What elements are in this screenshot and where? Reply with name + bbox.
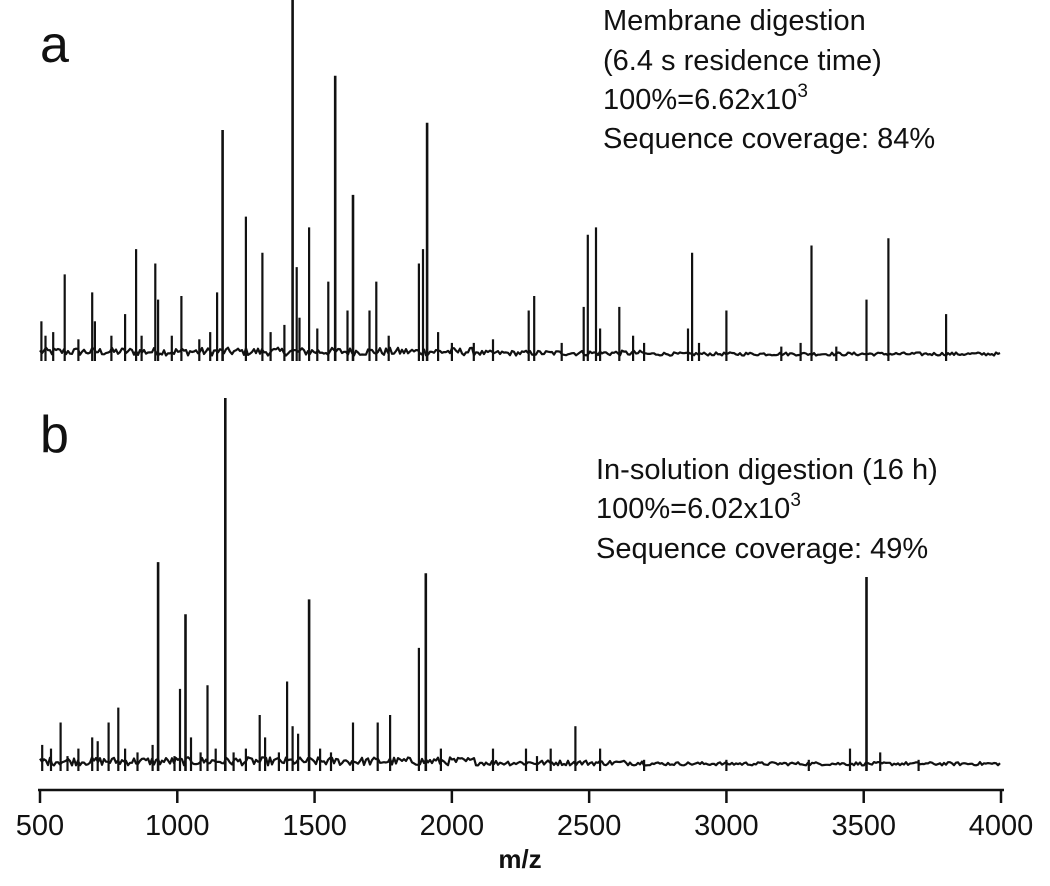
panel-a: a Membrane digestion (6.4 s residence ti…: [39, 0, 1001, 361]
x-axis-tick-label: 3000: [694, 810, 759, 842]
x-axis-tick-label: 2500: [557, 810, 622, 842]
x-axis-tick-label: 1000: [145, 810, 210, 842]
x-axis: 500 1000 1500 2000 2500 3000 3500 4000 m/z: [16, 788, 1033, 874]
panel-a-intensity-base: 100%=6.62x10: [603, 84, 797, 116]
panel-a-residence-time: (6.4 s residence time): [603, 45, 882, 77]
x-axis-tick-label: 4000: [969, 810, 1034, 842]
panel-a-intensity: 100%=6.62x103: [603, 81, 808, 116]
panel-a-coverage: Sequence coverage: 84%: [603, 123, 935, 155]
panel-a-label: a: [40, 16, 69, 74]
x-axis-title: m/z: [498, 844, 541, 874]
panel-b-intensity-exponent: 3: [790, 490, 801, 511]
panel-a-intensity-exponent: 3: [797, 81, 808, 102]
panel-b-annotation: In-solution digestion (16 h) 100%=6.02x1…: [596, 454, 938, 565]
x-axis-tick-label: 3500: [831, 810, 896, 842]
panel-a-method: Membrane digestion: [603, 5, 866, 37]
panel-b-method: In-solution digestion (16 h): [596, 454, 938, 486]
panel-b: b In-solution digestion (16 h) 100%=6.02…: [39, 398, 1001, 771]
x-axis-tick-label: 2000: [420, 810, 485, 842]
x-axis-tick-label: 1500: [282, 810, 347, 842]
panel-a-spectrum-trace: [39, 346, 1001, 357]
panel-a-peaks: [40, 0, 948, 361]
panel-b-spectrum-trace: [39, 756, 1001, 767]
panel-b-coverage: Sequence coverage: 49%: [596, 533, 928, 565]
x-axis-tick-label: 500: [16, 810, 64, 842]
panel-b-intensity: 100%=6.02x103: [596, 490, 801, 525]
panel-a-annotation: Membrane digestion (6.4 s residence time…: [603, 5, 935, 155]
panel-b-intensity-base: 100%=6.02x10: [596, 493, 790, 525]
panel-b-label: b: [40, 406, 69, 464]
panel-b-peaks: [41, 398, 920, 771]
x-axis-ticks: 500 1000 1500 2000 2500 3000 3500 4000: [16, 790, 1033, 842]
